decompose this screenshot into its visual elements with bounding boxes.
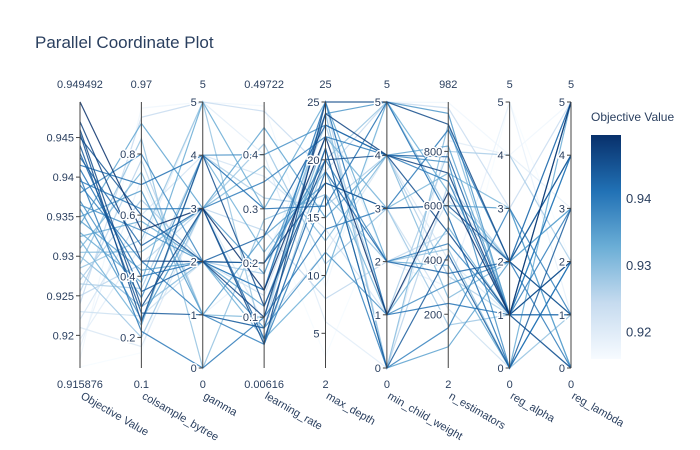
axis-min-label: 2 (445, 379, 451, 391)
axis-name-label: max_depth (324, 390, 377, 428)
axis-tick-label: 400 (424, 255, 442, 267)
axis-tick-label: 0.925 (46, 291, 74, 303)
axis-tick-label: 5 (375, 97, 381, 109)
axis-tick-label: 1 (375, 310, 381, 322)
axis-tick-label: 2 (498, 257, 504, 269)
axis-tick-label: 0.945 (46, 133, 74, 145)
axis-tick-label: 5 (313, 328, 319, 340)
axis-tick-label: 20 (307, 155, 319, 167)
axis-tick-label: 0.3 (243, 204, 258, 216)
axis-tick-label: 0.93 (53, 251, 74, 263)
axis-max-label: 5 (507, 79, 513, 91)
axis-tick-label: 0.8 (120, 149, 135, 161)
axis-tick-label: 0 (375, 363, 381, 375)
axis-min-label: 2 (322, 379, 328, 391)
colorbar-tick-label: 0.93 (626, 258, 651, 273)
axis-tick-label: 0 (191, 363, 197, 375)
axis-tick-label: 25 (307, 97, 319, 109)
axis-max-label: 5 (384, 79, 390, 91)
axis-min-label: 0.00616 (244, 379, 284, 391)
axis-max-label: 982 (439, 79, 457, 91)
axis-name-label: n_estimators (447, 390, 508, 432)
axis-min-label: 0.915876 (57, 379, 103, 391)
axis-tick-label: 200 (424, 309, 442, 321)
axis-tick-label: 0.4 (243, 150, 258, 162)
axis-tick-label: 0 (559, 363, 565, 375)
axis-name-label: reg_lambda (570, 390, 627, 430)
axis-tick-label: 0.2 (243, 258, 258, 270)
axis-name-label: Objective Value (79, 390, 151, 439)
colorbar: Objective Value 0.92 0.93 0.94 (591, 110, 674, 359)
axis-tick-label: 0.2 (120, 332, 135, 344)
axis-tick-label: 0.1 (243, 312, 258, 324)
axis-tick-label: 2 (559, 257, 565, 269)
axis-tick-label: 5 (498, 97, 504, 109)
chart-title: Parallel Coordinate Plot (35, 33, 214, 52)
axis-tick-label: 3 (375, 203, 381, 215)
axis-tick-label: 1 (191, 310, 197, 322)
axis-name-label: learning_rate (263, 390, 325, 433)
axis-min-label: 0.1 (134, 379, 149, 391)
colorbar-tick-label: 0.92 (626, 325, 651, 340)
axis-tick-label: 2 (375, 257, 381, 269)
axis-tick-label: 15 (307, 213, 319, 225)
axis-max-label: 0.49722 (244, 79, 284, 91)
axis-tick-label: 4 (498, 150, 504, 162)
axis-tick-label: 4 (191, 150, 197, 162)
axis-tick-label: 0.92 (53, 330, 74, 342)
axis-tick-label: 1 (498, 310, 504, 322)
axis-min-label: 0 (568, 379, 574, 391)
axis-tick-label: 0.4 (120, 271, 135, 283)
axis-tick-label: 5 (559, 97, 565, 109)
axis-max-label: 5 (200, 79, 206, 91)
axis-min-label: 0 (384, 379, 390, 391)
axis-tick-label: 2 (191, 257, 197, 269)
axis-max-label: 5 (568, 79, 574, 91)
axis-tick-label: 1 (559, 310, 565, 322)
axis-tick-label: 4 (559, 150, 565, 162)
axis-tick-label: 0 (498, 363, 504, 375)
colorbar-tick-label: 0.94 (626, 191, 651, 206)
axis-tick-label: 10 (307, 270, 319, 282)
axis-tick-label: 4 (375, 150, 381, 162)
axis-max-label: 0.97 (131, 79, 152, 91)
colorbar-title: Objective Value (591, 110, 674, 124)
colorbar-bar (591, 135, 621, 359)
axis-name-label: gamma (201, 390, 240, 419)
axis-tick-label: 3 (559, 203, 565, 215)
axis-tick-label: 5 (191, 97, 197, 109)
axis-name-label: reg_alpha (508, 390, 557, 425)
axis-tick-label: 0.6 (120, 210, 135, 222)
axis-min-label: 0 (507, 379, 513, 391)
axis-tick-label: 3 (191, 203, 197, 215)
axis-tick-label: 0.94 (53, 172, 74, 184)
axis-tick-label: 800 (424, 146, 442, 158)
axis-max-label: 25 (319, 79, 331, 91)
axis-tick-label: 0.935 (46, 212, 74, 224)
axis-tick-label: 600 (424, 201, 442, 213)
axis-max-label: 0.949492 (57, 79, 103, 91)
axis-min-label: 0 (200, 379, 206, 391)
axis-tick-label: 3 (498, 203, 504, 215)
